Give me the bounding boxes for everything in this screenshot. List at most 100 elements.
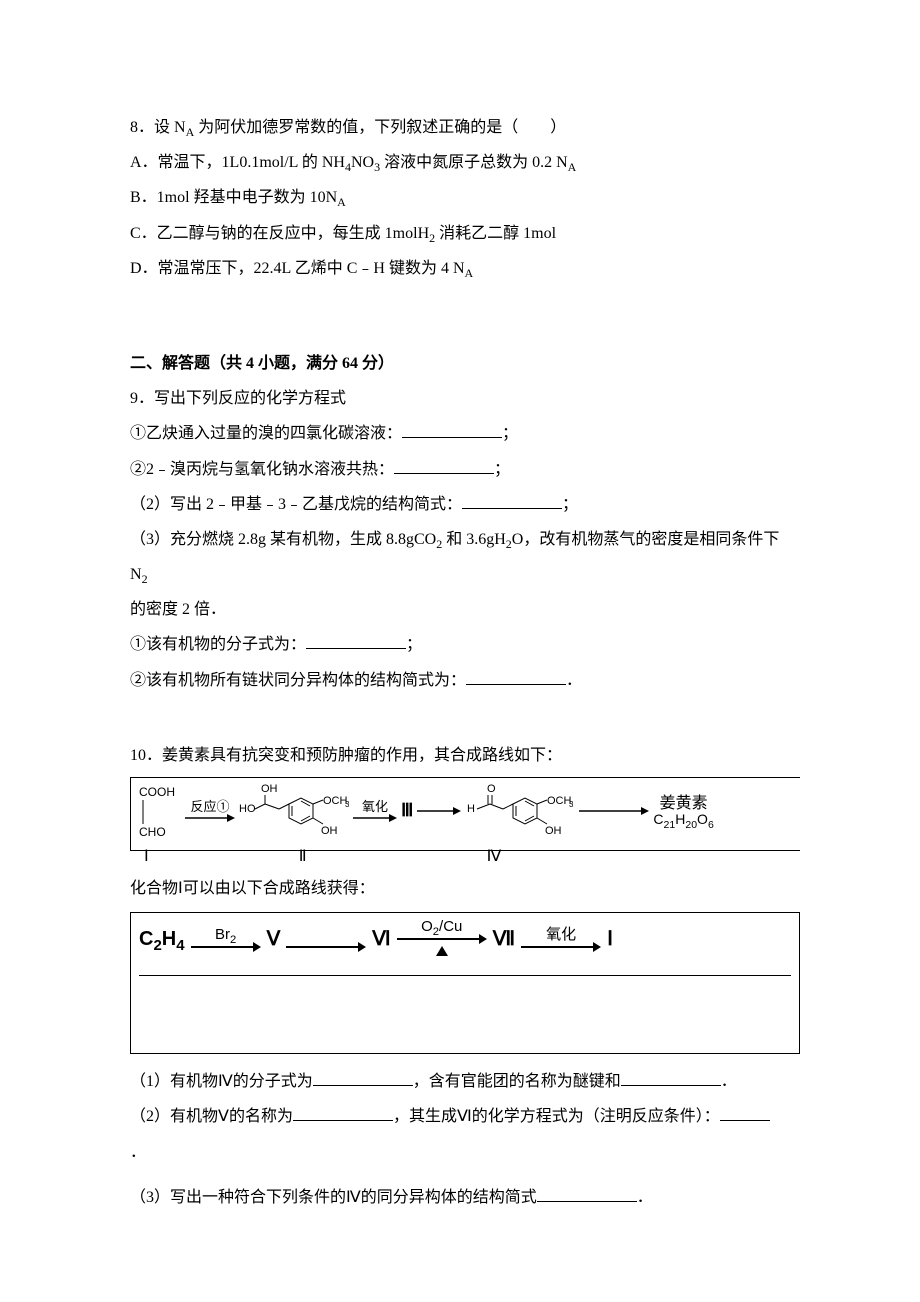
q9-l1-text: ①乙炔通入过量的溴的四氯化碳溶液： bbox=[130, 425, 402, 442]
q9-l7-text: ②该有机物所有链状同分异构体的结构简式为： bbox=[130, 672, 466, 689]
q8-stem: 8．设 NA 为阿伏加德罗常数的值，下列叙述正确的是（ ） bbox=[130, 110, 800, 145]
s2-a2-label bbox=[324, 927, 328, 942]
blank bbox=[402, 421, 502, 439]
s2-arrow1: Br2 bbox=[191, 927, 261, 952]
arrow-3 bbox=[417, 806, 461, 816]
blank bbox=[466, 667, 566, 685]
q9-l2-end: ； bbox=[494, 461, 510, 478]
q10-p2end: ． bbox=[130, 1135, 800, 1170]
scheme1-labels: Ⅰ Ⅱ Ⅳ bbox=[130, 849, 800, 865]
q9-l7: ②该有机物所有链状同分异构体的结构简式为： ． bbox=[130, 663, 800, 698]
q10-p3a: （3）写出一种符合下列条件的Ⅳ的同分异构体的结构简式 bbox=[130, 1189, 537, 1206]
q10-p1c: ． bbox=[721, 1073, 737, 1090]
s2s2: 4 bbox=[176, 937, 184, 954]
q10-mid: 化合物Ⅰ可以由以下合成路线获得： bbox=[130, 871, 800, 906]
blank bbox=[720, 1104, 770, 1122]
q10-p2b: ，其生成Ⅵ的化学方程式为（注明反应条件）： bbox=[393, 1108, 720, 1125]
s2a3p: O bbox=[421, 918, 433, 935]
s2-n5: Ⅴ bbox=[267, 917, 281, 961]
blank bbox=[313, 1069, 413, 1087]
triangle-icon bbox=[436, 944, 448, 959]
svg-text:OCH: OCH bbox=[323, 795, 348, 807]
scheme1: COOH CHO 反应① OH HO OCH3 OH 氧化 bbox=[130, 777, 800, 851]
q8-a-post1: 溶液中氮原子总数为 0.2 N bbox=[380, 154, 568, 171]
q8-c: C．乙二醇与钠的在反应中，每生成 1molH2 消耗乙二醇 1mol bbox=[130, 216, 800, 251]
s2a1t: Br bbox=[215, 926, 230, 943]
q8-a-mid: NO bbox=[351, 154, 374, 171]
arrow-2: 氧化 bbox=[353, 800, 397, 823]
q9-l2-text: ②2﹣溴丙烷与氢氧化钠水溶液共热： bbox=[130, 461, 394, 478]
q9-l6-text: ①该有机物的分子式为： bbox=[130, 636, 306, 653]
q10-p1a: （1）有机物Ⅳ的分子式为 bbox=[130, 1073, 313, 1090]
molecule-2-icon: OH HO OCH3 OH bbox=[239, 782, 349, 840]
svg-text:OH: OH bbox=[261, 783, 278, 795]
spacer bbox=[130, 1170, 800, 1180]
q9-l6: ①该有机物的分子式为： ； bbox=[130, 627, 800, 662]
molecule-4-icon: O H OCH3 OH bbox=[465, 782, 575, 840]
product: 姜黄素 C21H20O6 bbox=[653, 795, 713, 828]
s2-end: Ⅰ bbox=[607, 917, 613, 961]
q9-l4a: （3）充分燃烧 2.8g 某有机物，生成 8.8gCO bbox=[130, 531, 436, 548]
svg-text:3: 3 bbox=[569, 800, 574, 809]
label-4: Ⅳ bbox=[487, 849, 502, 865]
s2-arrow4: 氧化 bbox=[521, 927, 601, 952]
arrow-1: 反应① bbox=[185, 800, 235, 823]
q9-stem: 9．写出下列反应的化学方程式 bbox=[130, 381, 800, 416]
svg-text:OH: OH bbox=[321, 825, 338, 837]
spacer bbox=[130, 1054, 800, 1064]
q10-p2: （2）有机物Ⅴ的名称为 ，其生成Ⅵ的化学方程式为（注明反应条件）： bbox=[130, 1099, 800, 1134]
q9-l3-text: （2）写出 2﹣甲基﹣3﹣乙基戊烷的结构简式： bbox=[130, 496, 462, 513]
arrow-4 bbox=[579, 806, 649, 816]
s2s1: 2 bbox=[153, 937, 161, 954]
svg-text:H: H bbox=[467, 803, 475, 815]
q9-l5: 的密度 2 倍． bbox=[130, 592, 800, 627]
arrow1-label: 反应① bbox=[190, 800, 229, 813]
s2-a4-label: 氧化 bbox=[546, 927, 576, 942]
s2-arrow2 bbox=[286, 927, 366, 952]
section-2-header: 二、解答题（共 4 小题，满分 64 分） bbox=[130, 346, 800, 381]
q8-c-pre: C．乙二醇与钠的在反应中，每生成 1molH bbox=[130, 225, 429, 242]
q9-l4s3: 2 bbox=[142, 572, 148, 586]
svg-text:3: 3 bbox=[345, 800, 349, 809]
svg-text:COOH: COOH bbox=[139, 785, 175, 799]
spacer bbox=[130, 286, 800, 346]
blank bbox=[293, 1104, 393, 1122]
svg-text:OCH: OCH bbox=[547, 795, 572, 807]
q8-b-pre: B．1mol 羟基中电子数为 10N bbox=[130, 189, 337, 206]
q10-p2a: （2）有机物Ⅴ的名称为 bbox=[130, 1108, 293, 1125]
q10-p3: （3）写出一种符合下列条件的Ⅳ的同分异构体的结构简式． bbox=[130, 1180, 800, 1215]
q9-l7-end: ． bbox=[566, 672, 582, 689]
q8-c-post: 消耗乙二醇 1mol bbox=[435, 225, 556, 242]
q8-stem-pre: 8．设 N bbox=[130, 119, 186, 136]
s2-a1-label: Br2 bbox=[215, 927, 236, 942]
label-1: Ⅰ bbox=[144, 849, 149, 865]
product-formula: C21H20O6 bbox=[653, 812, 713, 827]
s2sm: H bbox=[162, 928, 176, 950]
s2-start: C2H4 bbox=[139, 917, 185, 961]
q9-l6-end: ； bbox=[406, 636, 422, 653]
s2a3po: /Cu bbox=[439, 918, 462, 935]
s2-arrow3: O2/Cu bbox=[397, 919, 487, 959]
blank bbox=[537, 1184, 637, 1202]
svg-text:O: O bbox=[487, 783, 496, 795]
q8-stem-post: 为阿伏加德罗常数的值，下列叙述正确的是（ ） bbox=[194, 119, 566, 136]
product-name: 姜黄素 bbox=[660, 795, 708, 813]
q8-d: D．常温常压下，22.4L 乙烯中 C﹣H 键数为 4 NA bbox=[130, 251, 800, 286]
label-2: Ⅱ bbox=[299, 849, 307, 865]
svg-text:HO: HO bbox=[239, 803, 256, 815]
q9-l3-end: ； bbox=[562, 496, 578, 513]
pf-pre: C bbox=[653, 811, 663, 827]
q8-stem-sub: A bbox=[186, 125, 195, 139]
q9-l4b: 和 3.6gH bbox=[442, 531, 506, 548]
blank bbox=[394, 456, 494, 474]
svg-text:CHO: CHO bbox=[139, 825, 166, 838]
q8-d-sub: A bbox=[465, 266, 474, 280]
blank bbox=[621, 1069, 721, 1087]
svg-text:OH: OH bbox=[545, 825, 562, 837]
q9-l1-end: ； bbox=[502, 425, 518, 442]
q8-a-s3: A bbox=[568, 160, 577, 174]
s2-n6: Ⅵ bbox=[372, 917, 390, 961]
q8-a: A．常温下，1L0.1mol/L 的 NH4NO3 溶液中氮原子总数为 0.2 … bbox=[130, 145, 800, 180]
s2sp: C bbox=[139, 928, 153, 950]
scheme2-row: C2H4 Br2 Ⅴ Ⅵ O2/Cu Ⅶ 氧化 Ⅰ bbox=[131, 913, 799, 967]
